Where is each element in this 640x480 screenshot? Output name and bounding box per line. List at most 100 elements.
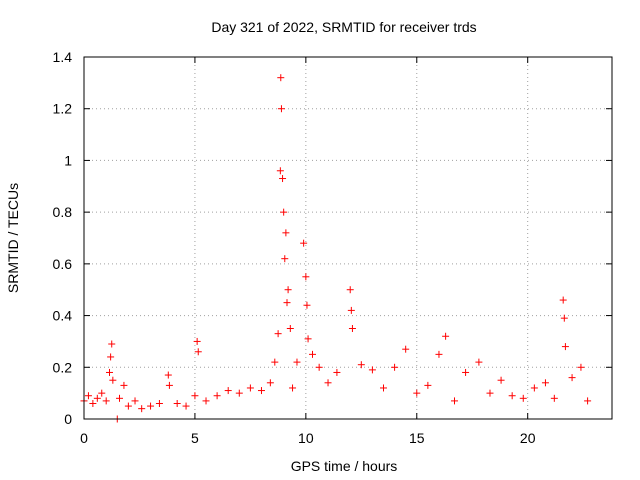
data-point — [279, 175, 287, 183]
data-points — [80, 74, 592, 423]
data-point — [164, 371, 172, 379]
data-point — [193, 337, 201, 345]
data-point — [107, 353, 115, 361]
data-point — [109, 376, 117, 384]
data-point — [182, 402, 190, 410]
x-tick-label: 5 — [191, 430, 199, 446]
data-point — [333, 368, 341, 376]
x-axis-title: GPS time / hours — [291, 458, 398, 474]
plot-frame — [83, 56, 613, 420]
data-point — [368, 366, 376, 374]
data-point — [450, 397, 458, 405]
data-point — [286, 325, 294, 332]
chart-title: Day 321 of 2022, SRMTID for receiver trd… — [211, 19, 476, 35]
data-point — [402, 345, 410, 353]
data-point — [257, 387, 265, 395]
data-point — [155, 399, 163, 407]
data-point — [577, 363, 585, 371]
data-point — [530, 384, 538, 392]
data-point — [102, 397, 110, 405]
data-point — [284, 286, 292, 294]
x-tick-label: 0 — [80, 430, 88, 446]
data-point — [274, 330, 282, 338]
x-axis-tick-labels: 0 5 10 15 20 — [80, 430, 536, 446]
y-tick-label: 1.4 — [53, 49, 73, 65]
x-tick-label: 15 — [409, 430, 425, 446]
data-point — [324, 379, 332, 387]
data-point — [115, 394, 123, 402]
data-point — [98, 389, 106, 397]
y-axis-tick-labels: 0 0.2 0.4 0.6 0.8 1 1.2 1.4 — [53, 49, 73, 427]
data-point — [303, 301, 311, 309]
y-tick-label: 1.2 — [53, 101, 73, 117]
data-point — [165, 381, 173, 389]
data-point — [462, 368, 470, 376]
data-point — [147, 402, 155, 410]
data-point — [559, 296, 567, 304]
x-tick-label: 10 — [298, 430, 314, 446]
data-point — [138, 405, 146, 413]
data-point — [300, 239, 308, 247]
data-point — [271, 358, 279, 366]
data-point — [348, 325, 356, 332]
data-point — [191, 392, 199, 400]
data-point — [508, 392, 516, 400]
data-point — [424, 381, 432, 389]
data-point — [124, 402, 132, 410]
data-point — [475, 358, 483, 366]
y-tick-label: 0.8 — [53, 204, 73, 220]
data-point — [89, 399, 97, 407]
data-point — [213, 392, 221, 400]
axis-ticks — [83, 56, 612, 420]
data-point — [276, 167, 284, 175]
x-tick-label: 20 — [520, 430, 536, 446]
data-point — [84, 392, 92, 400]
data-point — [346, 286, 354, 294]
grid — [84, 57, 612, 419]
data-point — [541, 379, 549, 387]
y-tick-label: 0 — [64, 411, 72, 427]
data-point — [347, 306, 355, 314]
data-point — [435, 350, 443, 358]
data-point — [379, 384, 387, 392]
data-point — [302, 273, 310, 281]
y-axis-title: SRMTID / TECUs — [5, 183, 21, 293]
y-tick-label: 0.6 — [53, 256, 73, 272]
data-point — [235, 389, 243, 397]
data-point — [442, 332, 450, 340]
data-point — [277, 105, 285, 113]
data-point — [224, 387, 232, 395]
data-point — [293, 358, 301, 366]
data-point — [560, 314, 568, 322]
data-point — [357, 361, 365, 369]
data-point — [309, 350, 317, 358]
data-point — [315, 363, 323, 371]
data-point — [106, 368, 114, 376]
data-point — [280, 208, 288, 216]
data-point — [266, 379, 274, 387]
data-point — [281, 255, 289, 263]
data-point — [194, 348, 202, 356]
data-point — [202, 397, 210, 405]
data-point — [246, 384, 254, 392]
y-tick-label: 1 — [64, 152, 72, 168]
data-point — [413, 389, 421, 397]
data-point — [277, 74, 285, 82]
data-point — [584, 397, 592, 405]
data-point — [550, 394, 558, 402]
y-tick-label: 0.4 — [53, 308, 73, 324]
data-point — [120, 381, 128, 389]
data-point — [391, 363, 399, 371]
data-point — [282, 229, 290, 237]
data-point — [173, 399, 181, 407]
data-point — [486, 389, 494, 397]
y-tick-label: 0.2 — [53, 359, 73, 375]
data-point — [304, 335, 312, 343]
data-point — [568, 374, 576, 382]
data-point — [561, 343, 569, 351]
data-point — [289, 384, 297, 392]
data-point — [519, 394, 527, 402]
data-point — [283, 299, 291, 307]
data-point — [497, 376, 505, 384]
